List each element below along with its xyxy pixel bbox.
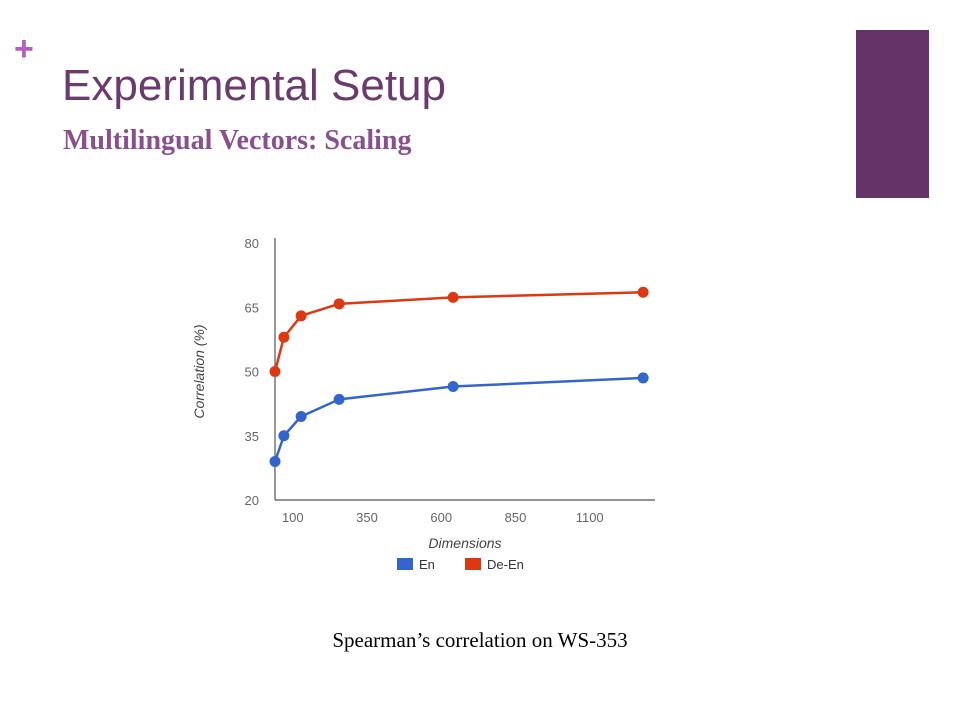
y-tick-label: 35 xyxy=(245,429,259,444)
data-point xyxy=(269,455,281,467)
line-chart: 20 35 50 65 80 100 350 600 850 1100 Dimensions Corr… xyxy=(191,236,655,572)
series-line-de-en xyxy=(273,291,644,372)
data-point xyxy=(447,380,459,392)
data-point xyxy=(278,331,290,343)
chart-series xyxy=(269,286,649,467)
slide-subtitle: Multilingual Vectors: Scaling xyxy=(63,125,412,156)
x-axis-label: Dimensions xyxy=(428,535,501,551)
y-tick-label: 80 xyxy=(245,236,259,251)
x-tick-label: 100 xyxy=(282,510,304,525)
x-tick-label: 1100 xyxy=(576,510,604,525)
data-point xyxy=(295,310,307,322)
data-point xyxy=(295,410,307,422)
plus-bullet-icon: + xyxy=(14,30,34,68)
series-line-en xyxy=(273,376,644,462)
data-point xyxy=(637,372,649,384)
x-tick-label: 850 xyxy=(505,510,527,525)
figure-caption: Spearman’s correlation on WS-353 xyxy=(332,628,628,652)
accent-bar xyxy=(856,30,929,198)
legend-label: De-En xyxy=(487,557,524,572)
data-point xyxy=(637,286,649,298)
data-point xyxy=(269,366,281,377)
legend-label: En xyxy=(419,557,435,572)
y-axis-label: Correlation (%) xyxy=(191,324,207,418)
data-point xyxy=(278,430,290,442)
legend-swatch xyxy=(465,558,481,570)
chart-legend: En De-En xyxy=(397,557,524,572)
slide-title: Experimental Setup xyxy=(62,61,446,110)
x-tick-label: 350 xyxy=(356,510,378,525)
legend-swatch xyxy=(397,558,413,570)
y-tick-label: 65 xyxy=(245,300,259,315)
data-point xyxy=(333,298,345,310)
chart-axes: 20 35 50 65 80 100 350 600 850 1100 Dimensions Corr… xyxy=(191,236,655,551)
y-tick-label: 50 xyxy=(245,365,259,380)
data-point xyxy=(447,291,459,303)
x-tick-label: 600 xyxy=(430,510,452,525)
y-tick-label: 20 xyxy=(245,493,259,508)
data-point xyxy=(333,393,345,405)
